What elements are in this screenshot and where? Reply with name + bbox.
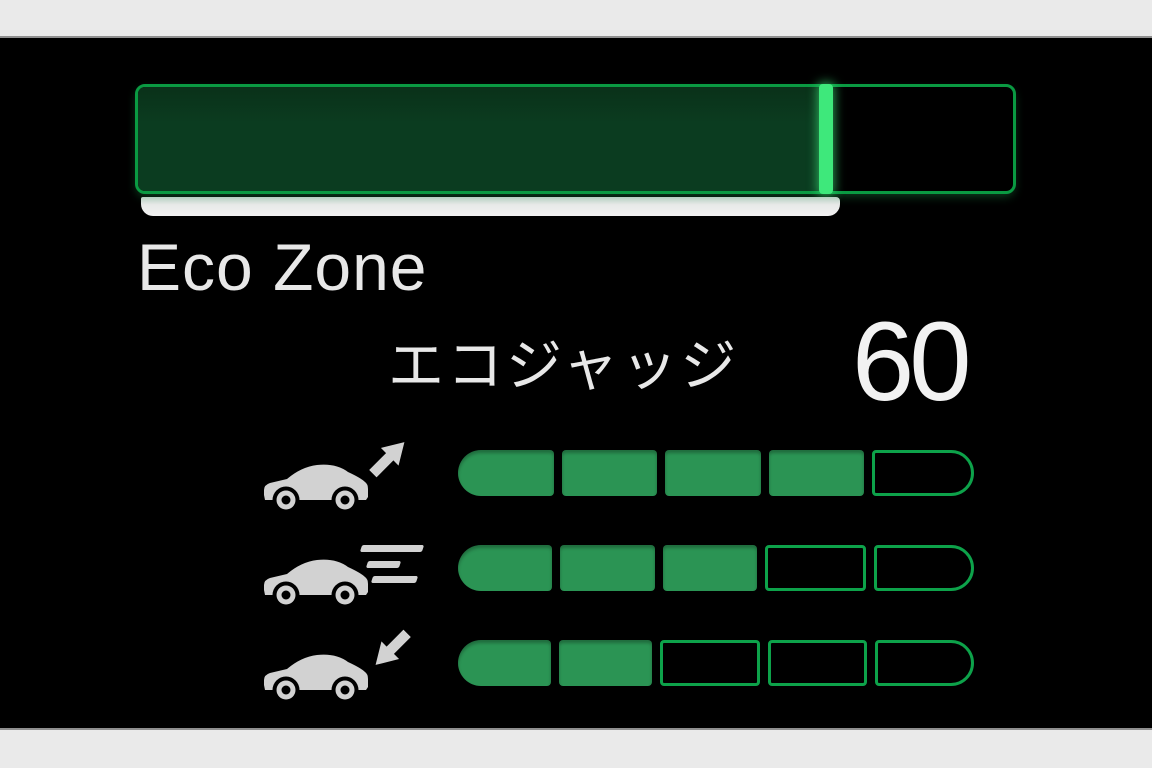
speed-line <box>359 545 425 552</box>
segment-empty <box>765 545 866 591</box>
speed-line <box>370 576 419 583</box>
segment-empty <box>874 640 975 686</box>
segment-empty <box>872 450 974 496</box>
car-decelerating-icon <box>256 626 456 702</box>
acceleration-meter-row <box>0 438 1152 512</box>
eco-zone-gauge <box>135 84 1016 194</box>
deceleration-meter-row <box>0 626 1152 702</box>
car-icon <box>264 654 368 702</box>
accelerate-arrow-icon <box>366 434 413 481</box>
car-cruising-icon <box>256 533 456 607</box>
segment-empty <box>660 640 760 686</box>
eco-zone-gauge-fill <box>138 87 821 191</box>
eco-zone-gauge-edge <box>818 84 833 194</box>
acceleration-meter-bar <box>458 450 974 496</box>
cruising-meter-row <box>0 533 1152 607</box>
segment-filled <box>458 640 552 686</box>
car-accelerating-icon <box>256 438 456 512</box>
segment-filled <box>662 545 758 591</box>
cruising-meter-bar <box>458 545 975 591</box>
letterbox-bottom <box>0 728 1152 768</box>
eco-judge-score: 60 <box>852 299 972 424</box>
segment-filled <box>458 545 553 591</box>
segment-filled <box>559 640 653 686</box>
deceleration-meter-bar <box>458 640 975 686</box>
car-icon <box>264 464 368 512</box>
segment-filled <box>561 450 658 496</box>
segment-filled <box>560 545 655 591</box>
segment-filled <box>768 450 865 496</box>
decelerate-arrow-icon <box>368 626 415 673</box>
segment-filled <box>665 450 761 496</box>
eco-judge-label: エコジャッジ <box>388 334 740 397</box>
eco-zone-label: Eco Zone <box>137 230 428 304</box>
segment-empty <box>767 640 867 686</box>
segment-empty <box>873 545 975 591</box>
segment-filled <box>458 450 554 496</box>
letterbox-top <box>0 0 1152 38</box>
car-icon <box>264 559 368 607</box>
cruise-lines-icon <box>359 545 431 595</box>
speed-line <box>365 561 402 568</box>
eco-zone-gauge-underline <box>141 197 840 216</box>
